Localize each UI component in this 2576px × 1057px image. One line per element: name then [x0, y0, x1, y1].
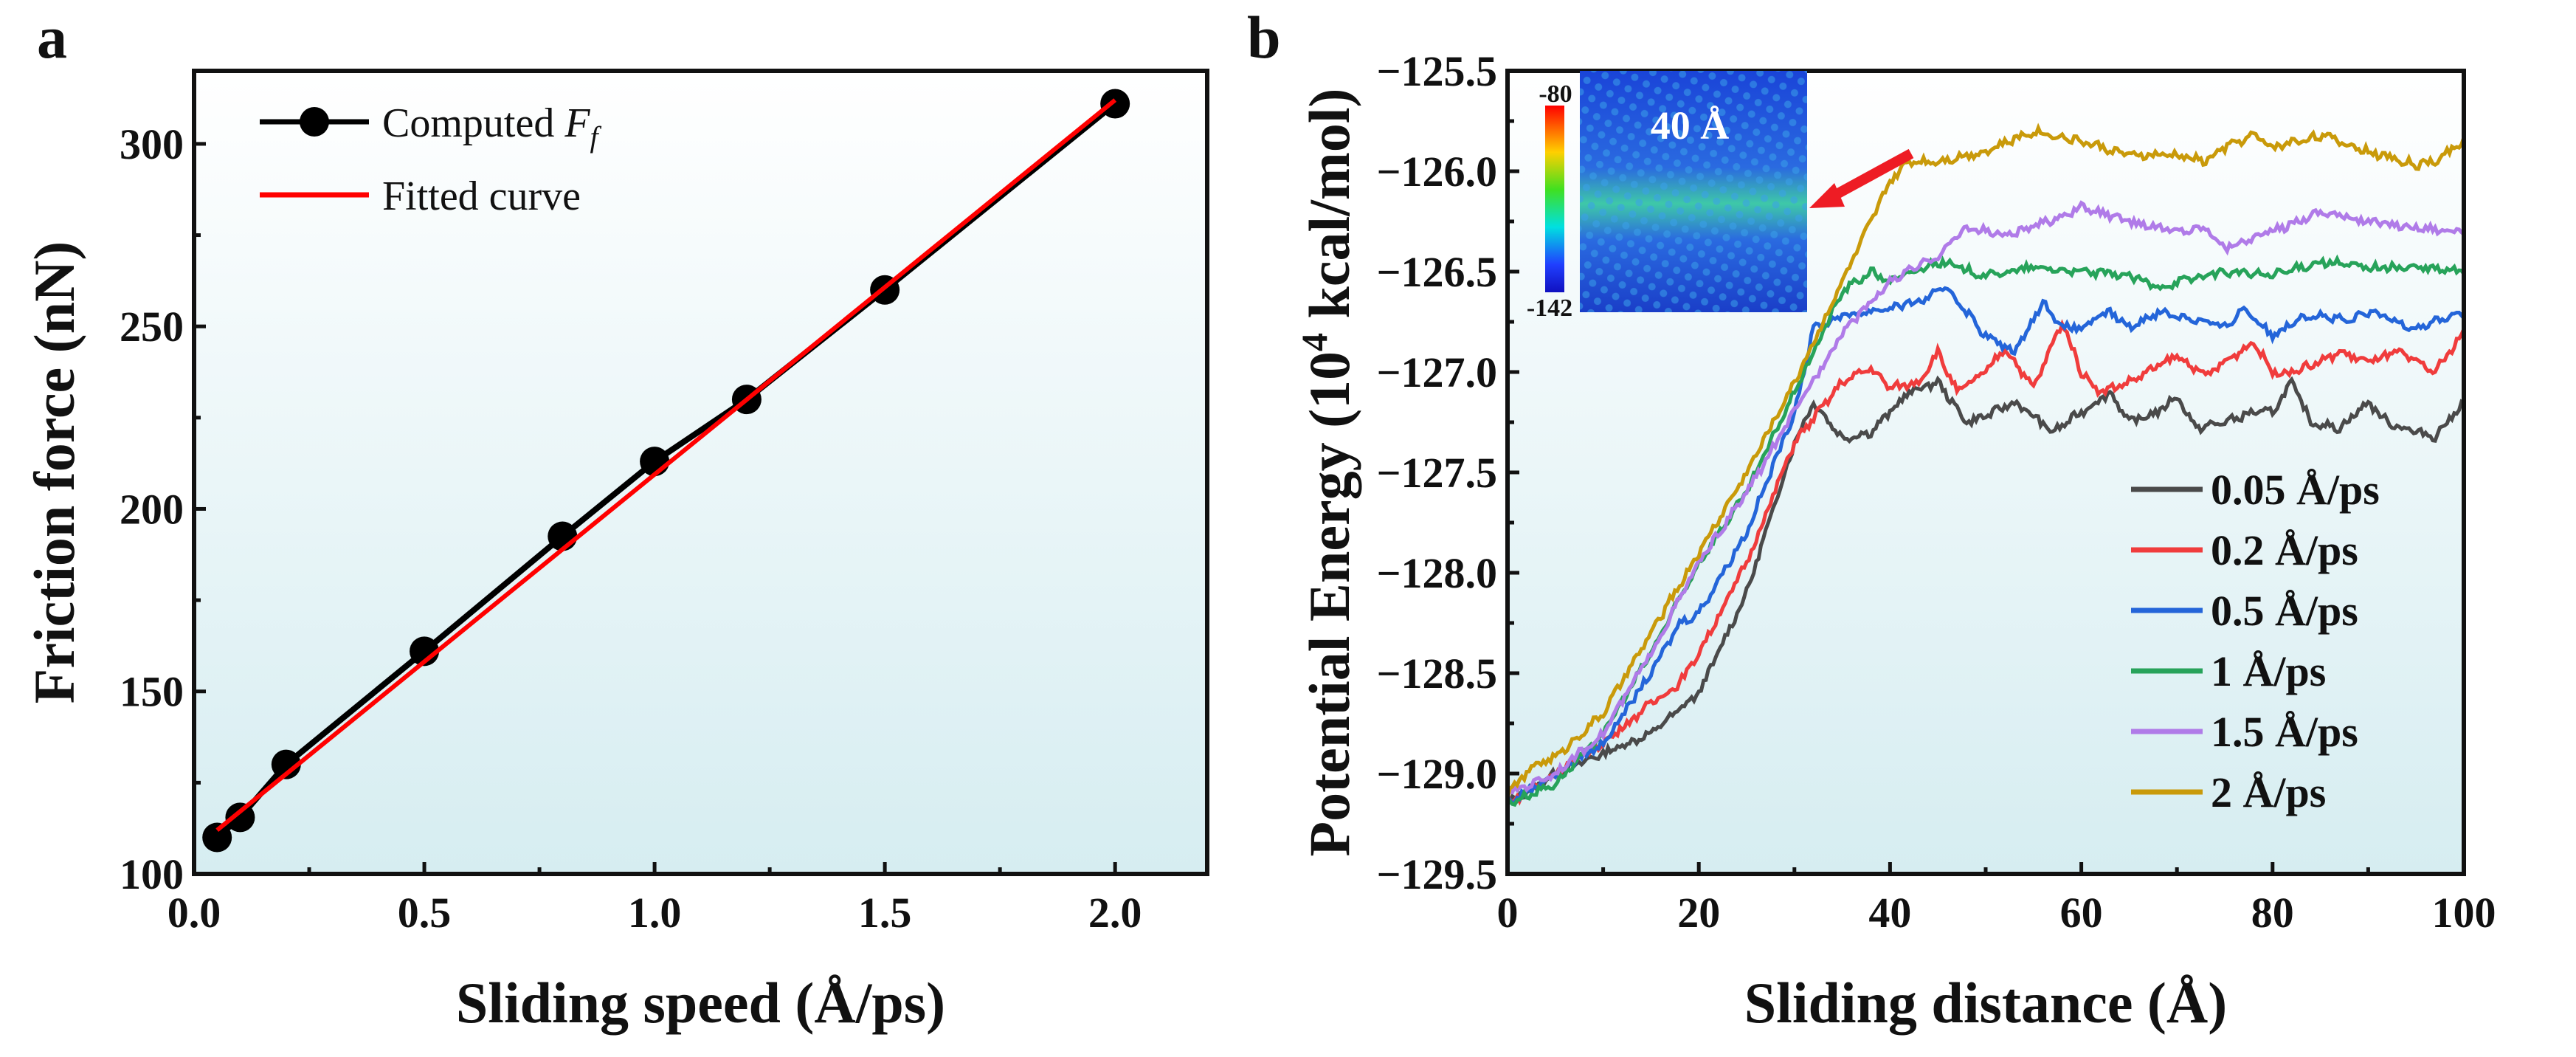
- y-tick-label: −129.5: [1376, 850, 1497, 898]
- legend-label-3: 1 Å/ps: [2211, 647, 2326, 695]
- plot-frame: [1505, 69, 2466, 876]
- y-tick-label: −127.5: [1376, 449, 1497, 497]
- legend-label-4: 1.5 Å/ps: [2211, 708, 2358, 756]
- computed-point: [225, 802, 255, 833]
- inset-image: 40 Å -80 -142: [1527, 71, 1807, 322]
- x-tick-label: 60: [2060, 889, 2103, 937]
- computed-point: [1100, 89, 1130, 119]
- x-tick-label: 0: [1497, 889, 1519, 937]
- colorbar: [1545, 106, 1564, 292]
- y-axis-label-suffix: kcal/mol): [1297, 88, 1361, 332]
- panel-a: 0.0 0.5 1.0 1.5 2.0 100 150 200 250 300 Computed F…: [22, 4, 1209, 1035]
- y-axis-label: Friction force (nN): [22, 241, 86, 704]
- y-tick-label: −126.5: [1376, 248, 1497, 296]
- legend-label-1: 0.2 Å/ps: [2211, 526, 2358, 574]
- y-tick-label: −128.0: [1376, 549, 1497, 597]
- series-line-0: [1506, 375, 2465, 804]
- y-tick-label: −126.0: [1376, 148, 1497, 196]
- computed-point: [410, 636, 440, 667]
- series-line-2: [1506, 286, 2466, 806]
- legend-computed-label: Computed Ff: [382, 100, 602, 154]
- y-tick-label: −125.5: [1376, 47, 1497, 95]
- x-tick-label: 1.0: [628, 889, 682, 937]
- arrow-head: [1809, 183, 1845, 208]
- x-tick-label: 1.5: [858, 889, 912, 937]
- colorbar-min: -142: [1527, 295, 1572, 322]
- x-tick-label: 0.5: [398, 889, 452, 937]
- legend-label-5: 2 Å/ps: [2211, 768, 2326, 816]
- arrow-shaft: [1827, 148, 1914, 203]
- y-tick-label: −127.0: [1376, 348, 1497, 396]
- x-tick-label: 40: [1868, 889, 1911, 937]
- y-axis-label-prefix: Potential Energy (10: [1297, 351, 1361, 857]
- series-line-1: [1506, 319, 2466, 806]
- y-axis-label-sup: 4: [1294, 333, 1335, 351]
- x-tick-label: 100: [2432, 889, 2496, 937]
- y-tick-label: −128.5: [1376, 650, 1497, 698]
- y-tick-label: 100: [120, 850, 184, 898]
- x-tick-label: 2.0: [1088, 889, 1142, 937]
- legend-computed-italic: F: [564, 100, 590, 146]
- y-tick-label: 250: [120, 303, 184, 351]
- x-tick-label: 20: [1677, 889, 1720, 937]
- legend-label-2: 0.5 Å/ps: [2211, 587, 2358, 635]
- inset-atoms: [1580, 71, 1807, 312]
- legend-computed-marker: [300, 107, 329, 137]
- y-tick-label: 200: [120, 485, 184, 533]
- y-tick-label: 150: [120, 668, 184, 716]
- x-axis-label: Sliding distance (Å): [1744, 971, 2227, 1035]
- fitted-line: [215, 98, 1117, 832]
- legend-computed-prefix: Computed: [382, 100, 564, 146]
- panel-b: 0 20 40 60 80 100 −129.5 −129.0 −128.5 −128.0 −127…: [1247, 4, 2496, 1035]
- x-tick-label: 0.0: [168, 889, 221, 937]
- panel-letter-a: a: [37, 4, 67, 71]
- panel-letter-b: b: [1247, 4, 1281, 71]
- y-tick-label: −129.0: [1376, 750, 1497, 798]
- y-tick-label: 300: [120, 120, 184, 168]
- inset-label: 40 Å: [1651, 103, 1730, 148]
- computed-point: [202, 822, 232, 853]
- series-line-5: [1505, 123, 2466, 799]
- legend-fitted-label: Fitted curve: [382, 173, 581, 219]
- colorbar-max: -80: [1539, 80, 1572, 108]
- computed-point: [271, 749, 301, 779]
- x-axis-label: Sliding speed (Å/ps): [456, 971, 945, 1035]
- x-tick-label: 80: [2251, 889, 2294, 937]
- plot-frame: [192, 69, 1209, 876]
- y-axis-label: Potential Energy (104 kcal/mol): [1294, 88, 1361, 856]
- plot-area: [194, 71, 1207, 874]
- legend-label-0: 0.05 Å/ps: [2211, 466, 2380, 514]
- series-line-4: [1505, 200, 2465, 798]
